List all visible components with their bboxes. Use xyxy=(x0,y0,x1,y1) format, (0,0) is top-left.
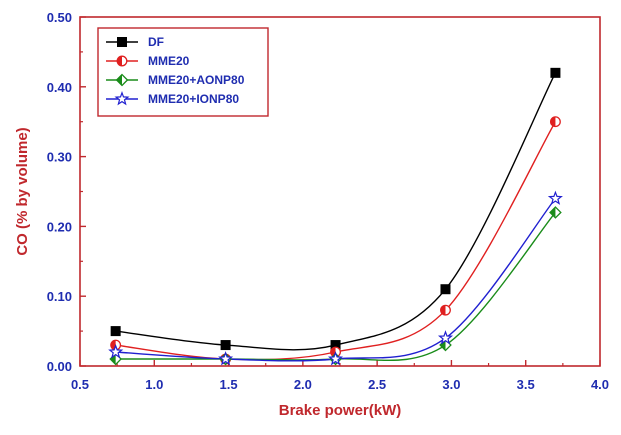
legend-label-3: MME20+IONP80 xyxy=(148,92,239,106)
legend-marker-2 xyxy=(115,73,129,87)
legend-marker-0 xyxy=(117,37,127,47)
x-axis-ticks: 0.5 1.0 1.5 2.0 2.5 3.0 3.5 4.0 xyxy=(71,360,609,392)
legend-label-1: MME20 xyxy=(148,54,190,68)
y-tick-label: 0.20 xyxy=(47,219,72,234)
x-tick-label: 1.5 xyxy=(220,377,238,392)
x-tick-label: 3.5 xyxy=(517,377,535,392)
data-point-0 xyxy=(220,340,231,351)
y-tick-label: 0.10 xyxy=(47,289,72,304)
x-tick-label: 2.5 xyxy=(368,377,386,392)
data-point-3 xyxy=(327,351,344,366)
x-tick-label: 3.0 xyxy=(442,377,460,392)
x-tick-label: 1.0 xyxy=(145,377,163,392)
marker-fill xyxy=(550,207,556,218)
legend-label-0: DF xyxy=(148,35,164,49)
series-line-1 xyxy=(115,121,557,361)
marker-fill xyxy=(117,56,122,66)
y-axis-title: CO (% by volume) xyxy=(14,127,31,255)
x-tick-label: 4.0 xyxy=(591,377,609,392)
data-point-3 xyxy=(218,351,234,366)
marker-fill xyxy=(116,74,122,86)
marker-fill xyxy=(440,305,446,315)
data-point-0 xyxy=(110,326,121,337)
marker-fill xyxy=(110,353,116,365)
y-tick-label: 0.40 xyxy=(47,80,72,95)
legend-label-2: MME20+AONP80 xyxy=(148,73,245,87)
data-point-0 xyxy=(550,67,561,78)
series-line-2 xyxy=(115,211,556,362)
y-tick-label: 0.00 xyxy=(47,359,72,374)
legend: DF MME20 MME20+AONP80 MME20+IONP80 xyxy=(97,27,269,117)
legend-marker-1 xyxy=(116,55,128,67)
series-markers xyxy=(108,67,563,366)
data-point-3 xyxy=(437,330,454,345)
y-tick-label: 0.50 xyxy=(47,10,72,25)
data-point-0 xyxy=(440,284,451,295)
data-point-2 xyxy=(549,206,562,219)
legend-marker-3 xyxy=(114,91,130,106)
data-point-3 xyxy=(547,190,563,205)
y-axis-ticks: 0.00 0.10 0.20 0.30 0.40 0.50 xyxy=(47,10,86,374)
series-line-0 xyxy=(115,72,557,351)
x-axis-title: Brake power(kW) xyxy=(279,402,402,419)
x-tick-label: 0.5 xyxy=(71,377,89,392)
marker-fill xyxy=(440,339,446,351)
y-tick-label: 0.30 xyxy=(47,150,72,165)
data-point-1 xyxy=(549,116,561,128)
series-line-3 xyxy=(115,198,556,362)
marker-fill xyxy=(550,116,556,127)
data-point-3 xyxy=(108,344,124,359)
x-tick-label: 2.0 xyxy=(294,377,312,392)
data-point-1 xyxy=(440,304,451,316)
